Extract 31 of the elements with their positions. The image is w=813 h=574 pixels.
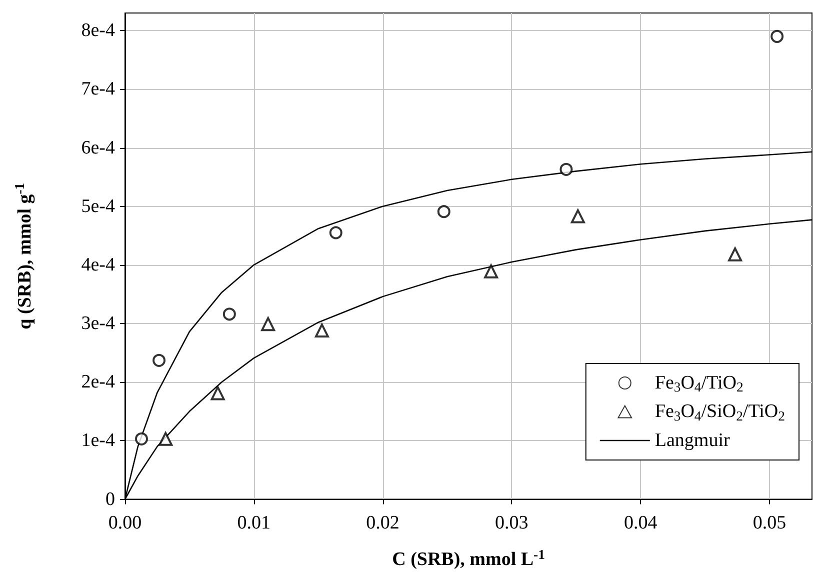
y-tick-label: 3e-4 <box>81 313 116 334</box>
point <box>261 317 276 332</box>
point <box>329 226 342 240</box>
x-tick-label: 0.04 <box>624 512 658 534</box>
x-tick-label: 0.02 <box>366 512 400 534</box>
point <box>437 205 450 218</box>
point <box>484 264 498 278</box>
y-tick-label: 1e-4 <box>81 430 116 452</box>
y-tick-label: 2e-4 <box>81 372 116 393</box>
y-axis-title: q (SRB), mmol g-1 <box>12 182 36 330</box>
x-tick-label: 0.00 <box>108 512 142 534</box>
y-tick-label: 7e-4 <box>81 78 116 100</box>
point <box>314 324 329 338</box>
legend-label: Langmuir <box>654 430 730 451</box>
point <box>770 30 784 43</box>
x-tick-label: 0.01 <box>237 512 271 534</box>
y-tick-label: 0 <box>106 488 115 510</box>
point <box>158 432 173 446</box>
y-tick-label: 5e-4 <box>81 196 116 217</box>
y-tick-label: 8e-4 <box>81 20 116 42</box>
point <box>222 308 236 321</box>
point <box>135 432 148 446</box>
x-tick-label: 0.03 <box>495 512 528 534</box>
point <box>210 386 225 400</box>
point <box>560 162 573 176</box>
x-tick-label: 0.05 <box>752 512 786 534</box>
point <box>152 354 166 367</box>
y-tick-label: 6e-4 <box>81 137 116 158</box>
y-tick-label: 4e-4 <box>81 254 116 276</box>
point <box>570 209 585 224</box>
point <box>728 247 742 262</box>
